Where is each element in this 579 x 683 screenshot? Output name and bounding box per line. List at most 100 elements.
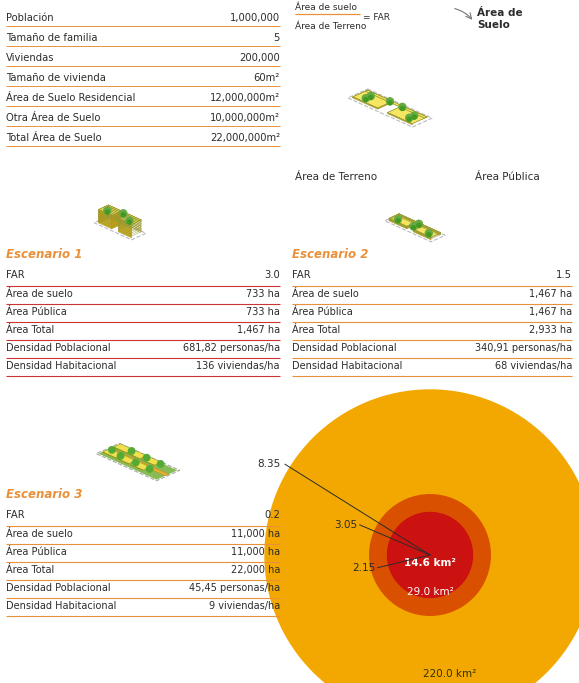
Circle shape [412,115,416,119]
Text: Área Total: Área Total [292,325,340,335]
Circle shape [406,114,413,122]
Polygon shape [98,205,108,223]
Polygon shape [389,214,417,226]
Text: 29.0 km²: 29.0 km² [406,587,453,598]
Text: Población: Población [6,13,54,23]
Polygon shape [378,101,393,109]
Text: Otra Área de Suelo: Otra Área de Suelo [6,113,100,123]
Text: 1,000,000: 1,000,000 [230,13,280,23]
Polygon shape [130,461,150,470]
Circle shape [415,221,422,227]
Polygon shape [102,449,122,458]
Polygon shape [112,211,122,229]
Circle shape [367,92,374,100]
Polygon shape [127,450,146,459]
Text: FAR: FAR [6,510,25,520]
Text: 1.5: 1.5 [556,270,572,280]
Circle shape [407,117,411,122]
Text: = FAR: = FAR [363,14,390,23]
Text: 5: 5 [274,33,280,43]
Circle shape [109,447,115,453]
Text: 3.0: 3.0 [264,270,280,280]
Circle shape [127,220,131,224]
Polygon shape [107,448,168,476]
Polygon shape [353,97,378,109]
Circle shape [417,223,421,227]
Text: 1,467 ha: 1,467 ha [529,307,572,317]
Text: 68 viviendas/ha: 68 viviendas/ha [494,361,572,371]
Text: Densidad Poblacional: Densidad Poblacional [292,343,397,353]
Text: 0.2: 0.2 [264,510,280,520]
Text: 1,467 ha: 1,467 ha [237,325,280,335]
Circle shape [362,95,369,102]
Polygon shape [118,214,141,225]
Circle shape [129,448,135,454]
Text: 10,000,000m²: 10,000,000m² [210,113,280,123]
Text: Área Total: Área Total [6,325,54,335]
Circle shape [388,101,392,104]
Circle shape [401,107,404,111]
Circle shape [427,233,431,237]
Circle shape [133,460,139,466]
Circle shape [105,210,109,214]
Text: 8.35: 8.35 [256,459,280,469]
Circle shape [126,217,133,224]
Text: Área de
Suelo: Área de Suelo [477,8,523,29]
Polygon shape [141,456,161,465]
Text: Área Pública: Área Pública [475,172,540,182]
Circle shape [369,96,373,100]
Circle shape [396,219,400,223]
Text: FAR: FAR [292,270,310,280]
Text: Escenario 2: Escenario 2 [292,248,368,261]
Circle shape [411,226,415,229]
Text: Densidad Habitacional: Densidad Habitacional [292,361,402,371]
Text: Área Pública: Área Pública [6,307,67,317]
Polygon shape [387,113,412,125]
Polygon shape [365,90,427,118]
Circle shape [399,103,406,111]
Text: 45,45 personas/ha: 45,45 personas/ha [189,583,280,593]
Circle shape [265,390,579,683]
Text: Área Pública: Área Pública [292,307,353,317]
Polygon shape [118,219,131,238]
Polygon shape [113,444,133,453]
Circle shape [370,494,490,615]
Text: Tamaño de vivienda: Tamaño de vivienda [6,73,106,83]
Text: Área de Terreno: Área de Terreno [295,22,367,31]
Circle shape [157,461,164,467]
Polygon shape [407,222,417,229]
Text: 9 viviendas/ha: 9 viviendas/ha [209,601,280,611]
Text: Área de suelo: Área de suelo [292,289,359,298]
Text: 1,467 ha: 1,467 ha [529,289,572,298]
Polygon shape [127,453,140,459]
Polygon shape [397,214,399,217]
Polygon shape [389,214,399,221]
Text: Escenario 1: Escenario 1 [6,248,82,261]
Polygon shape [141,460,154,466]
Polygon shape [353,90,393,108]
Circle shape [410,223,417,229]
Text: 733 ha: 733 ha [246,307,280,317]
Text: 340,91 personas/ha: 340,91 personas/ha [475,343,572,353]
Text: Área de suelo: Área de suelo [295,3,357,12]
Text: Área Pública: Área Pública [6,547,67,557]
Text: 681,82 personas/ha: 681,82 personas/ha [183,343,280,353]
Circle shape [121,213,125,217]
Polygon shape [116,458,129,464]
Text: 200,000: 200,000 [239,53,280,63]
Polygon shape [107,205,141,221]
Circle shape [387,98,394,104]
Circle shape [144,454,150,461]
Polygon shape [130,464,143,471]
Polygon shape [365,90,368,92]
Circle shape [411,112,417,119]
Circle shape [120,210,127,217]
Circle shape [104,207,111,214]
Polygon shape [397,214,441,234]
Text: 60m²: 60m² [254,73,280,83]
Text: 14.6 km²: 14.6 km² [404,558,456,568]
Text: Densidad Poblacional: Densidad Poblacional [6,343,111,353]
Polygon shape [102,452,115,458]
Circle shape [394,216,401,223]
Text: 12,000,000m²: 12,000,000m² [210,93,280,103]
